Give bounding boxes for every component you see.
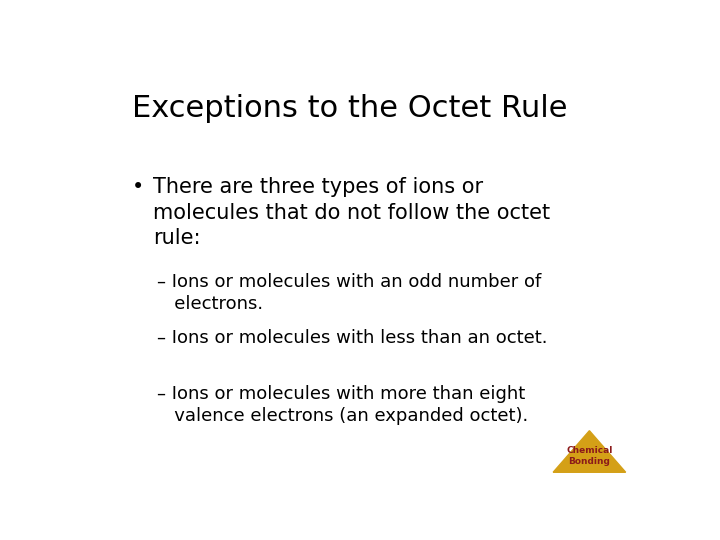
Text: – Ions or molecules with less than an octet.: – Ions or molecules with less than an oc… [157, 329, 547, 347]
Text: There are three types of ions or
molecules that do not follow the octet
rule:: There are three types of ions or molecul… [153, 177, 550, 248]
Polygon shape [553, 431, 626, 472]
Text: Exceptions to the Octet Rule: Exceptions to the Octet Rule [132, 94, 567, 123]
Text: •: • [132, 177, 144, 197]
Text: – Ions or molecules with an odd number of
   electrons.: – Ions or molecules with an odd number o… [157, 273, 541, 313]
Text: – Ions or molecules with more than eight
   valence electrons (an expanded octet: – Ions or molecules with more than eight… [157, 385, 528, 425]
Text: Chemical
Bonding: Chemical Bonding [566, 446, 613, 465]
